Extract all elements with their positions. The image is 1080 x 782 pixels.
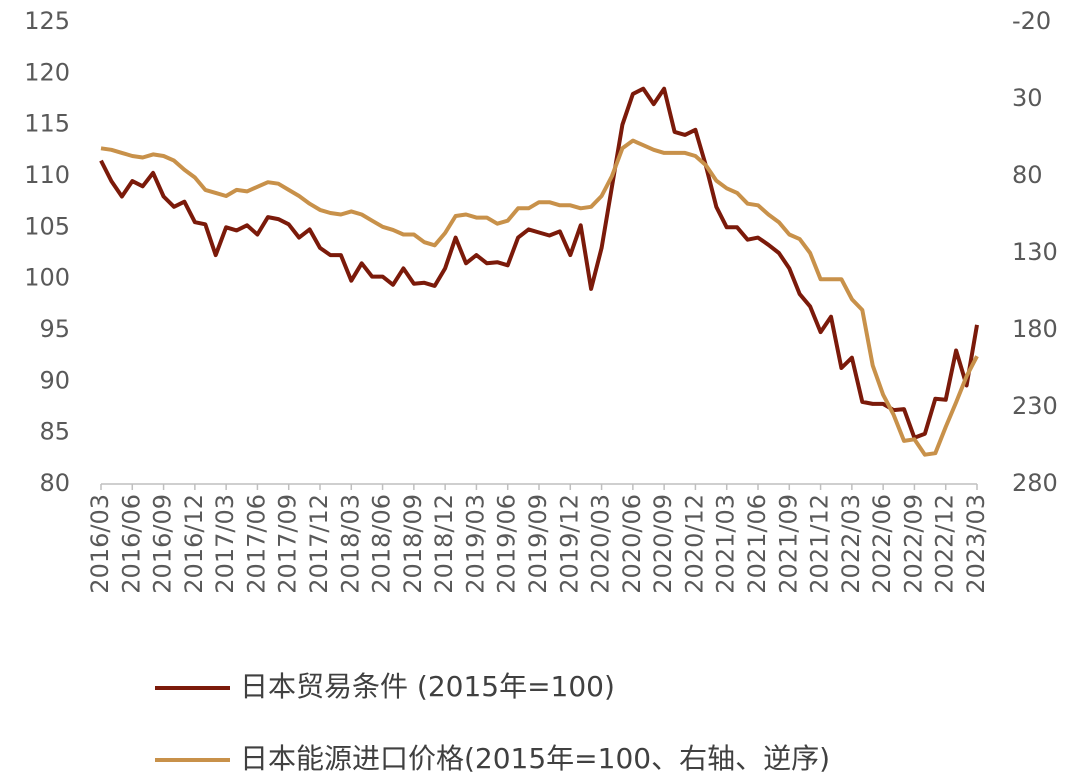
- x-tick-label: 2017/03: [211, 494, 239, 594]
- y-tick-label: 110: [24, 161, 70, 189]
- y2-tick-label: 230: [1012, 392, 1058, 420]
- x-tick-label: 2019/03: [461, 494, 489, 594]
- x-tick-label: 2019/12: [555, 494, 583, 594]
- x-tick-label: 2018/09: [399, 494, 427, 594]
- y-tick-label: 85: [39, 418, 70, 446]
- y-tick-label: 105: [24, 212, 70, 240]
- x-tick-label: 2018/06: [368, 494, 396, 594]
- y-tick-label: 120: [24, 58, 70, 86]
- x-tick-label: 2021/03: [712, 494, 740, 594]
- y2-tick-label: 130: [1012, 238, 1058, 266]
- y2-tick-label: -20: [1012, 7, 1051, 35]
- x-tick-label: 2016/06: [117, 494, 145, 594]
- y2-tick-label: 180: [1012, 315, 1058, 343]
- x-tick-label: 2019/06: [493, 494, 521, 594]
- y2-tick-label: 30: [1012, 84, 1043, 112]
- y-tick-label: 115: [24, 110, 70, 138]
- x-tick-label: 2023/03: [962, 494, 990, 594]
- series-line: [99, 86, 979, 440]
- x-tick-label: 2020/06: [618, 494, 646, 594]
- series-line: [100, 138, 979, 457]
- x-tick-label: 2022/03: [837, 494, 865, 594]
- x-tick-label: 2021/06: [743, 494, 771, 594]
- x-tick-label: 2019/09: [524, 494, 552, 594]
- y-tick-label: 90: [39, 366, 70, 394]
- y-tick-label: 80: [39, 469, 70, 497]
- y-tick-label: 100: [24, 264, 70, 292]
- x-tick-label: 2022/09: [899, 494, 927, 594]
- x-tick-label: 2016/03: [86, 494, 114, 594]
- x-tick-label: 2021/12: [806, 494, 834, 594]
- x-tick-label: 2017/12: [305, 494, 333, 594]
- x-tick-label: 2016/12: [180, 494, 208, 594]
- y-tick-label: 95: [39, 315, 70, 343]
- y2-tick-label: 80: [1012, 161, 1043, 189]
- x-tick-label: 2017/09: [274, 494, 302, 594]
- legend-label: 日本能源进口价格(2015年=100、右轴、逆序): [240, 742, 830, 775]
- x-tick-label: 2017/06: [242, 494, 270, 594]
- y-tick-label: 125: [24, 7, 70, 35]
- legend-label: 日本贸易条件 (2015年=100): [240, 670, 615, 703]
- x-tick-label: 2022/12: [931, 494, 959, 594]
- x-tick-label: 2020/03: [587, 494, 615, 594]
- x-tick-label: 2020/09: [649, 494, 677, 594]
- x-tick-label: 2022/06: [868, 494, 896, 594]
- x-tick-label: 2016/09: [149, 494, 177, 594]
- y2-tick-label: 280: [1012, 469, 1058, 497]
- x-tick-label: 2018/03: [336, 494, 364, 594]
- x-tick-label: 2020/12: [680, 494, 708, 594]
- x-tick-label: 2018/12: [430, 494, 458, 594]
- x-tick-label: 2021/09: [774, 494, 802, 594]
